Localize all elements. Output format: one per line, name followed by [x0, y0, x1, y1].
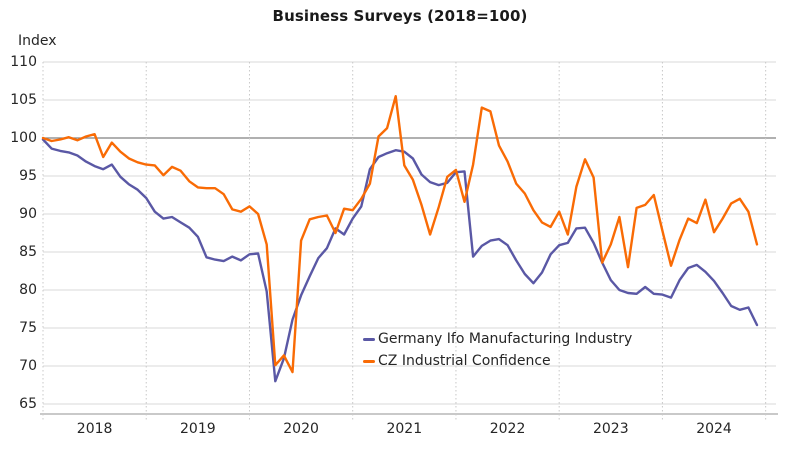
x-tick-label-2019: 2019: [180, 421, 216, 437]
y-tick-label-70: 70: [19, 357, 37, 374]
y-tick-label-100: 100: [10, 129, 37, 146]
y-tick-label-95: 95: [19, 167, 37, 184]
x-tick-label-2022: 2022: [489, 421, 526, 437]
x-tick-label-2020: 2020: [283, 421, 319, 437]
x-tick-label-2021: 2021: [386, 421, 423, 437]
series-line-cz-confidence: [41, 94, 759, 374]
x-tick-label-2024: 2024: [696, 421, 732, 437]
y-tick-label-90: 90: [19, 205, 37, 222]
y-tick-label-65: 65: [19, 395, 37, 412]
y-tick-label-80: 80: [19, 281, 37, 298]
y-tick-label-85: 85: [19, 243, 37, 260]
y-tick-label-105: 105: [10, 91, 37, 108]
legend-label-germany-ifo: Germany Ifo Manufacturing Industry: [378, 331, 633, 347]
legend-item-cz-confidence: CZ Industrial Confidence: [363, 353, 632, 369]
x-tick-label-2018: 2018: [76, 421, 113, 437]
y-tick-label-75: 75: [19, 319, 37, 336]
legend-item-germany-ifo: Germany Ifo Manufacturing Industry: [363, 331, 632, 347]
x-tick-label-2023: 2023: [592, 421, 629, 437]
germany-ifo-line-swatch: [363, 337, 375, 341]
series-line-germany-ifo: [41, 138, 759, 383]
legend: Germany Ifo Manufacturing Industry CZ In…: [363, 331, 632, 369]
chart-title: Business Surveys (2018=100): [272, 7, 528, 25]
y-axis-title: Index: [18, 33, 57, 49]
y-tick-label-110: 110: [10, 53, 37, 70]
cz-confidence-line-swatch: [363, 359, 375, 363]
legend-label-cz-confidence: CZ Industrial Confidence: [378, 353, 551, 369]
